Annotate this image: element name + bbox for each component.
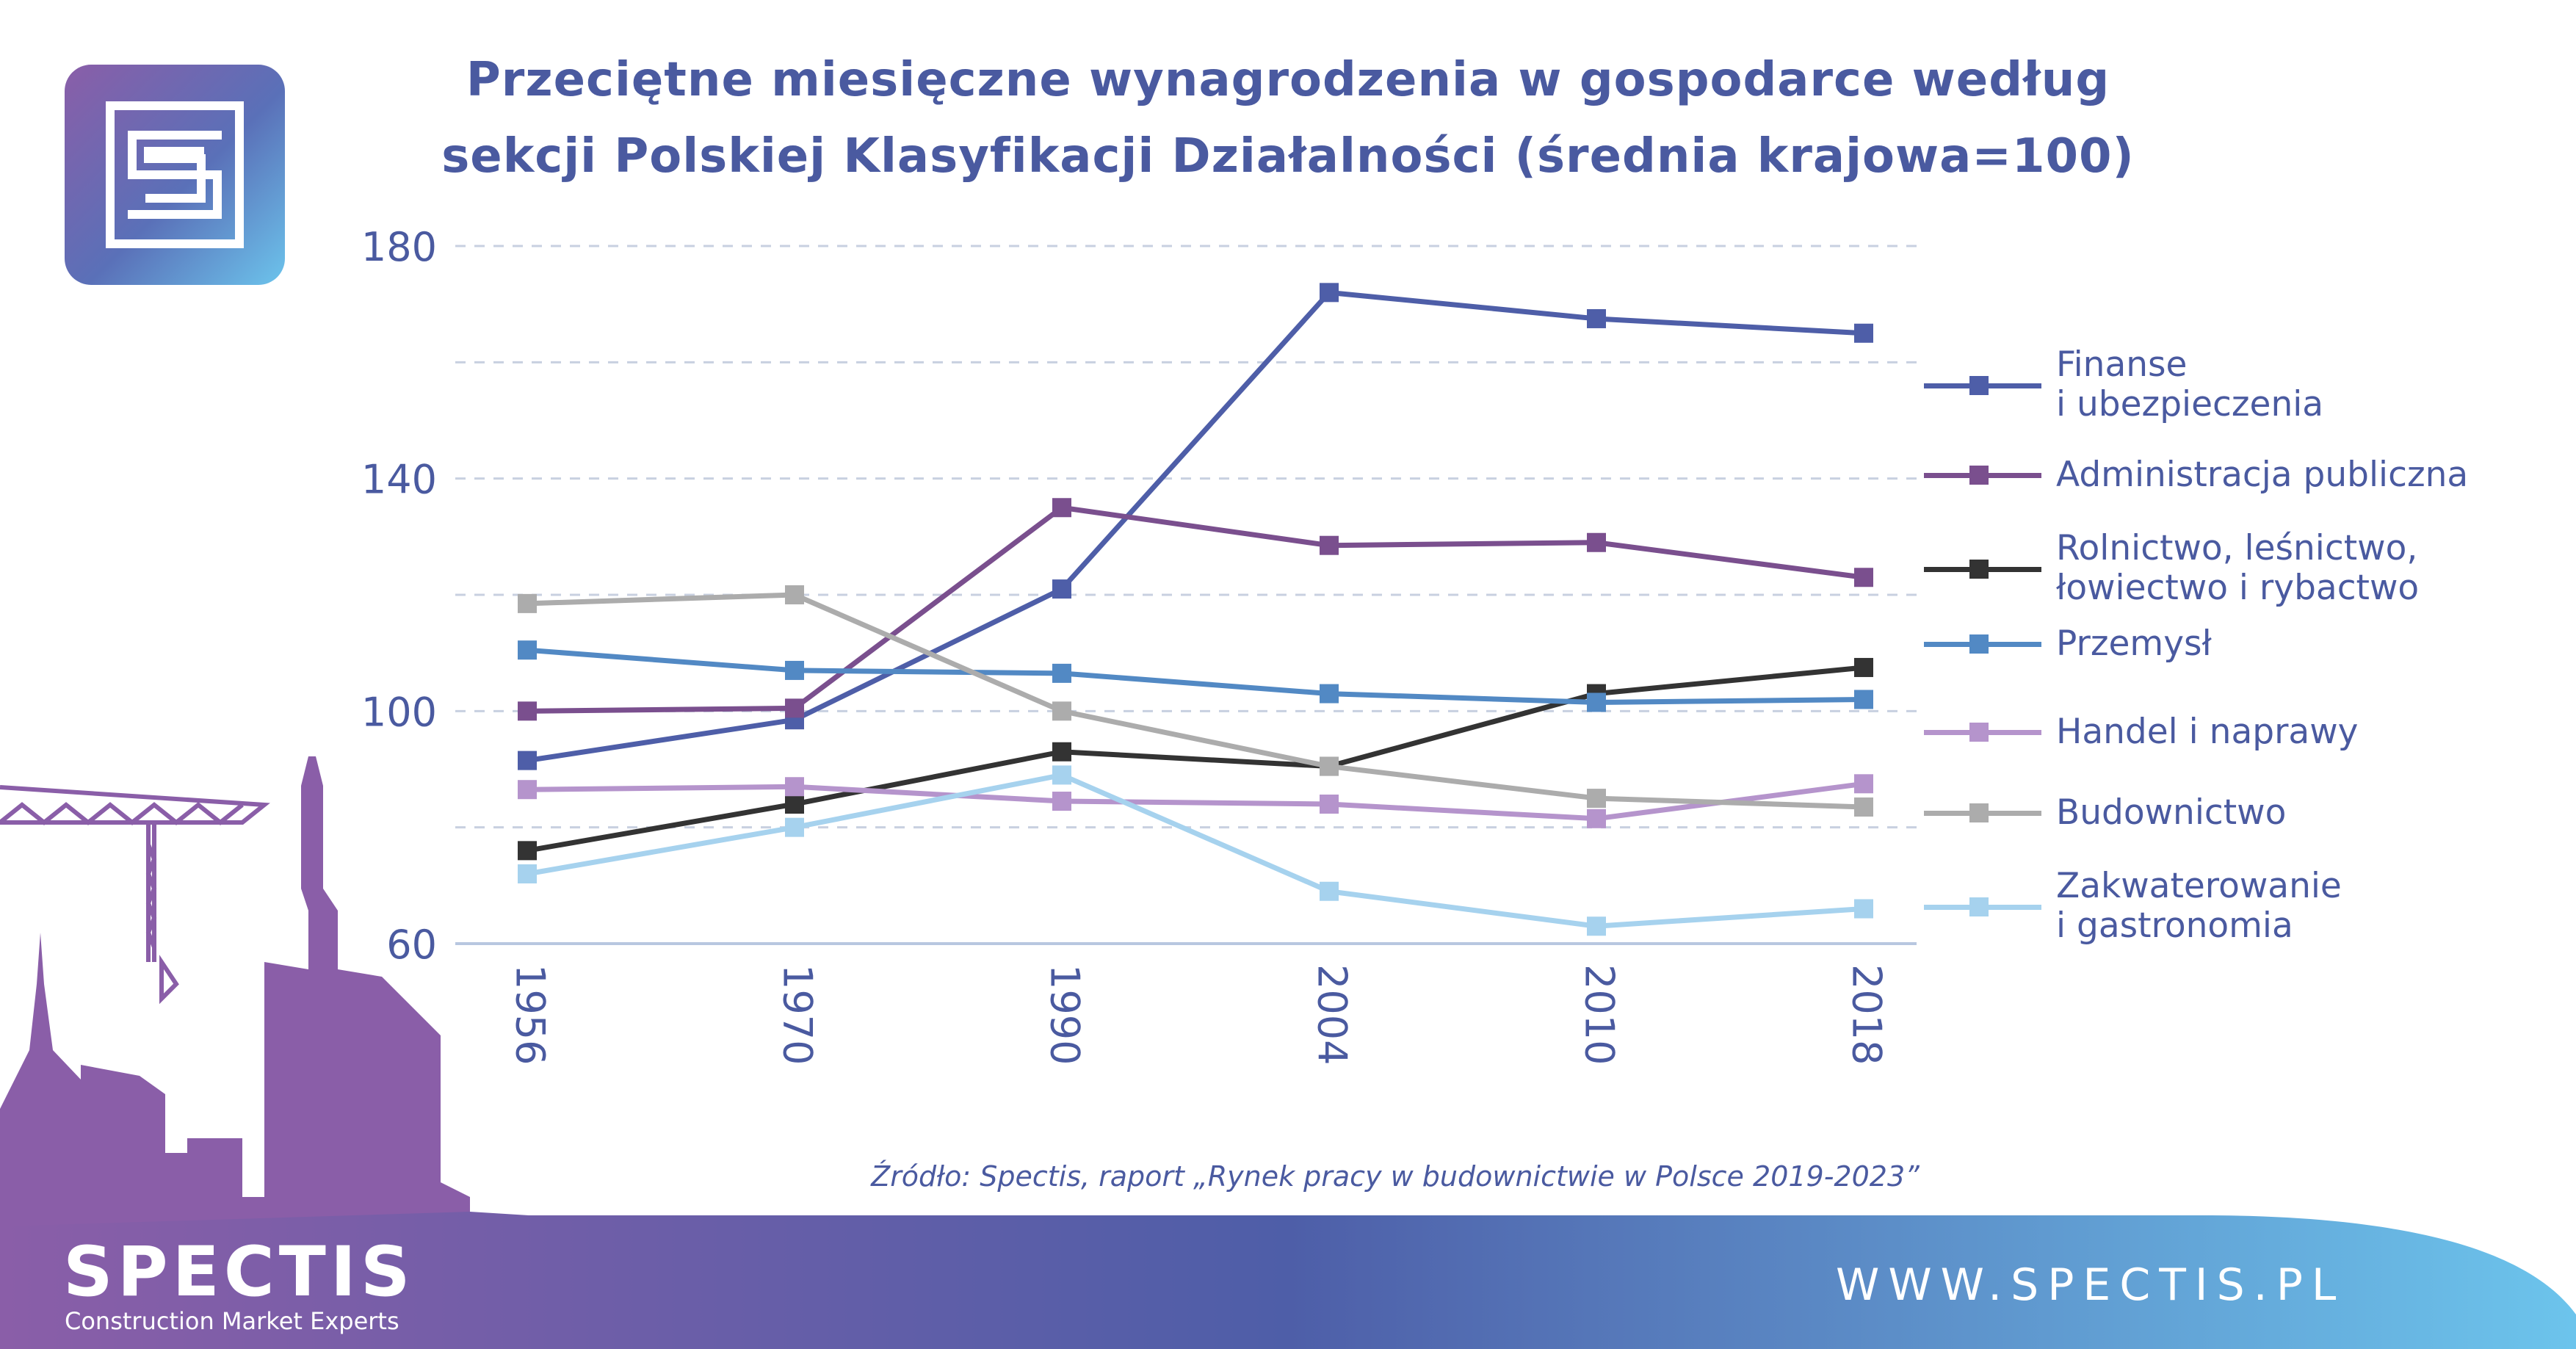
- data-point-marker: [1052, 765, 1071, 785]
- legend-item: Przemysł: [1924, 624, 2555, 698]
- data-point-marker: [1052, 663, 1071, 683]
- legend-item: Zakwaterowanie i gastronomia: [1924, 867, 2555, 946]
- data-point-marker: [1854, 568, 1873, 587]
- data-point-marker: [1854, 774, 1873, 794]
- data-point-marker: [1587, 809, 1606, 828]
- y-tick-label: 60: [386, 922, 437, 968]
- legend-item: Handel i naprawy: [1924, 712, 2555, 786]
- series-line-5: [527, 592, 1864, 810]
- data-point-marker: [1320, 684, 1339, 704]
- data-point-marker: [1587, 916, 1606, 936]
- legend-item: Rolnictwo, leśnictwo, łowiectwo i rybact…: [1924, 529, 2555, 608]
- data-point-marker: [1320, 283, 1339, 303]
- data-point-marker: [1320, 535, 1339, 555]
- x-tick-label: 1970: [774, 964, 820, 1065]
- chart-title-line-1: Przeciętne miesięczne wynagrodzenia w go…: [466, 53, 2110, 107]
- data-point-marker: [518, 780, 537, 800]
- data-point-marker: [518, 640, 537, 660]
- data-point-marker: [1052, 792, 1071, 811]
- data-point-marker: [1587, 692, 1606, 712]
- legend-label: Handel i naprawy: [2056, 712, 2359, 752]
- x-tick-label: 1956: [507, 964, 553, 1065]
- y-tick-label: 140: [361, 457, 437, 503]
- data-point-marker: [1052, 701, 1071, 721]
- legend-marker-swatch: [1969, 897, 1989, 916]
- legend-label: Przemysł: [2056, 623, 2212, 664]
- data-point-marker: [518, 593, 537, 613]
- legend-marker-swatch: [1969, 376, 1989, 395]
- data-point-marker: [1854, 323, 1873, 343]
- legend-item: Administracja publiczna: [1924, 455, 2555, 529]
- legend-item: Budownictwo: [1924, 793, 2555, 867]
- data-point-marker: [785, 777, 804, 797]
- data-point-marker: [1320, 756, 1339, 776]
- legend-marker-swatch: [1969, 803, 1989, 822]
- data-point-marker: [1587, 308, 1606, 328]
- data-point-marker: [1854, 899, 1873, 919]
- legend-label: Administracja publiczna: [2056, 455, 2469, 495]
- x-tick-label: 2004: [1309, 964, 1355, 1065]
- series-line-1: [527, 504, 1864, 714]
- data-point-marker: [1587, 789, 1606, 809]
- data-point-marker: [1587, 532, 1606, 552]
- data-point-marker: [518, 864, 537, 883]
- data-point-marker: [518, 841, 537, 861]
- data-point-marker: [1052, 498, 1071, 518]
- x-tick-label: 2018: [1843, 964, 1889, 1065]
- legend-marker-swatch: [1969, 466, 1989, 485]
- legend-marker-swatch: [1969, 560, 1989, 579]
- data-point-marker: [785, 817, 804, 837]
- legend-label: Zakwaterowanie i gastronomia: [2056, 866, 2342, 946]
- data-point-marker: [518, 751, 537, 770]
- series-line-0: [527, 289, 1864, 764]
- brand-name: SPECTIS: [63, 1232, 415, 1312]
- data-point-marker: [1320, 881, 1339, 901]
- y-tick-label: 100: [361, 689, 437, 735]
- series-line-2: [527, 665, 1864, 853]
- series-line-3: [527, 647, 1864, 705]
- data-point-marker: [1052, 742, 1071, 762]
- legend-marker-swatch: [1969, 634, 1989, 654]
- data-point-marker: [1320, 795, 1339, 814]
- chart-title-line-2: sekcji Polskiej Klasyfikacji Działalnośc…: [441, 129, 2135, 184]
- skyline-illustration: [0, 756, 470, 1226]
- legend-marker-swatch: [1969, 723, 1989, 742]
- data-point-marker: [1854, 690, 1873, 709]
- data-point-marker: [785, 660, 804, 680]
- data-point-marker: [518, 701, 537, 721]
- y-tick-label: 180: [361, 224, 437, 270]
- legend-label: Budownictwo: [2056, 792, 2287, 833]
- data-point-marker: [1052, 579, 1071, 599]
- spectis-logo: [65, 65, 285, 285]
- data-point-marker: [785, 795, 804, 814]
- data-point-marker: [1854, 797, 1873, 817]
- data-point-marker: [1854, 657, 1873, 677]
- legend-label: Rolnictwo, leśnictwo, łowiectwo i rybact…: [2056, 528, 2420, 608]
- website-link[interactable]: WWW.SPECTIS.PL: [1836, 1259, 2345, 1311]
- x-tick-label: 1990: [1041, 964, 1088, 1065]
- legend-item: Finanse i ubezpieczenia: [1924, 345, 2555, 424]
- brand-tagline: Construction Market Experts: [65, 1307, 399, 1335]
- series-line-6: [527, 772, 1864, 929]
- data-point-marker: [785, 698, 804, 718]
- x-tick-label: 2010: [1576, 964, 1622, 1065]
- footer-band: [0, 1212, 2576, 1349]
- source-note: Źródło: Spectis, raport „Rynek pracy w b…: [871, 1160, 1920, 1193]
- data-point-marker: [785, 585, 804, 604]
- series-line-4: [527, 781, 1864, 822]
- legend-label: Finanse i ubezpieczenia: [2056, 344, 2324, 424]
